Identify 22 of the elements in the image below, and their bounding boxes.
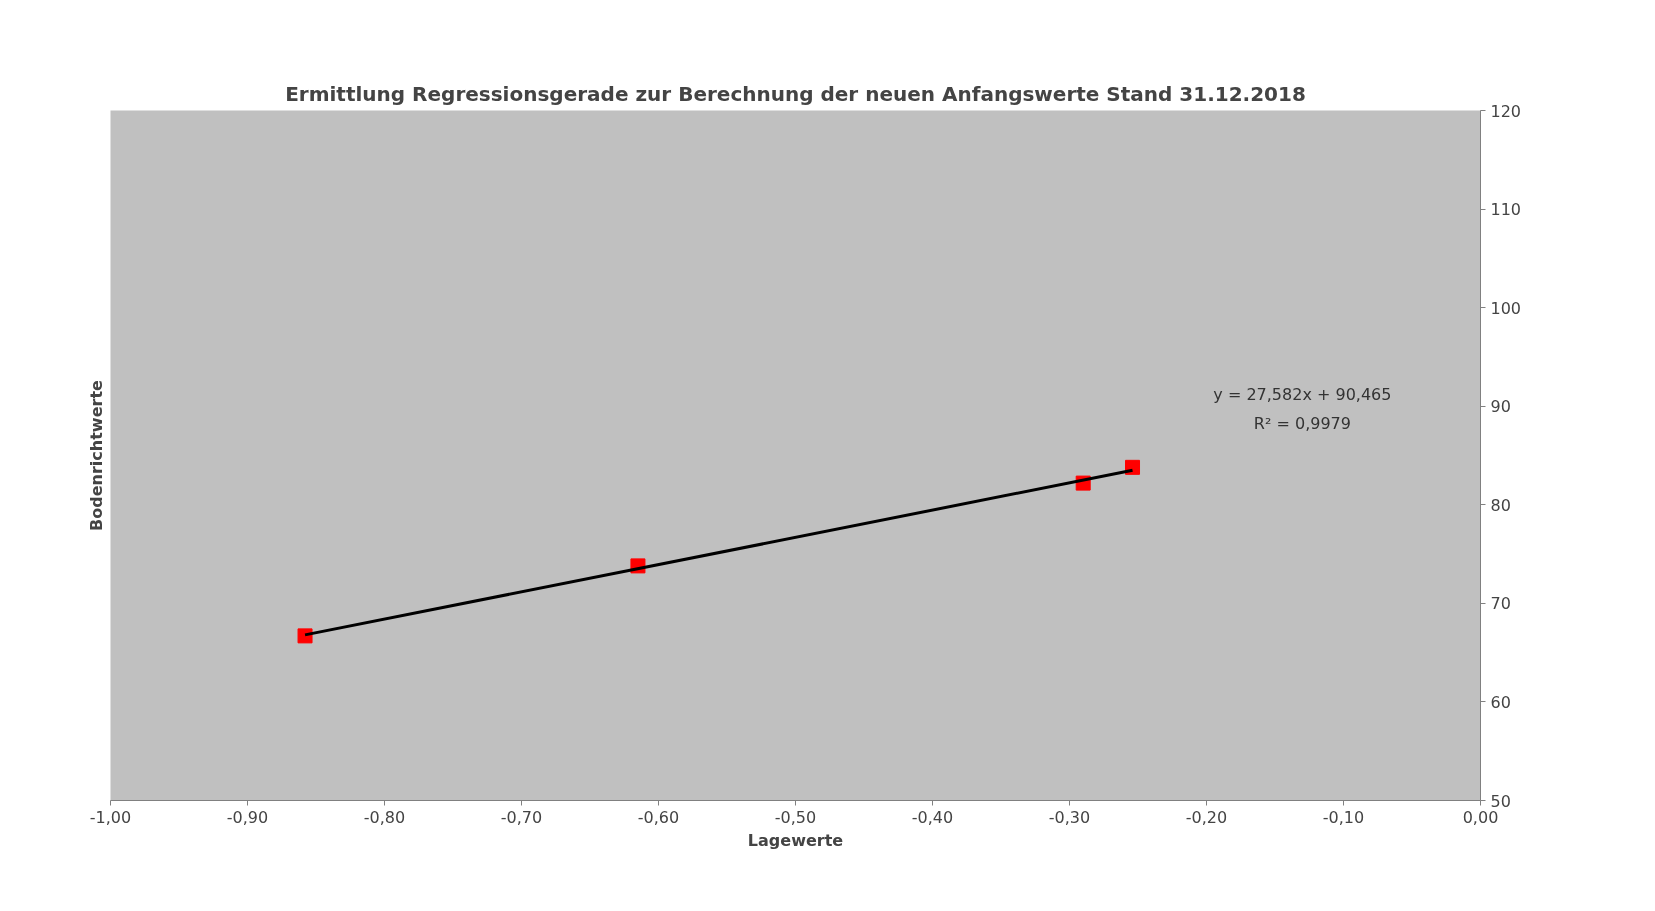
x-axis-title: Lagewerte [747,830,844,850]
annotation: y = 27,582x + 90,465 [1213,385,1392,405]
annotation: R² = 0,9979 [1253,413,1351,433]
x-tick-label: -0,40 [911,807,954,827]
x-tick-label: -0,30 [1048,807,1091,827]
y-tick-label: 60 [1490,692,1511,712]
x-tick-label: -0,90 [226,807,269,827]
x-tick-label: -0,50 [774,807,817,827]
x-tick-label: -0,80 [363,807,406,827]
y-tick-label: 80 [1490,495,1511,515]
y-tick-label: 90 [1490,397,1511,417]
y-tick-label: 110 [1490,200,1522,220]
x-tick-label: -0,70 [500,807,543,827]
x-tick-label: -0,10 [1322,807,1365,827]
y-tick-label: 120 [1490,101,1522,121]
x-tick-label: -0,60 [637,807,680,827]
x-tick-label: -1,00 [89,807,132,827]
y-axis-title: Bodenrichtwerte [86,379,106,531]
x-tick-label: -0,20 [1185,807,1228,827]
y-tick-label: 70 [1490,594,1511,614]
chart-title: Ermittlung Regressionsgerade zur Berechnung der neuen Anfangswerte Stand 31.12.2018 [285,81,1306,106]
y-tick-label: 100 [1490,298,1522,318]
